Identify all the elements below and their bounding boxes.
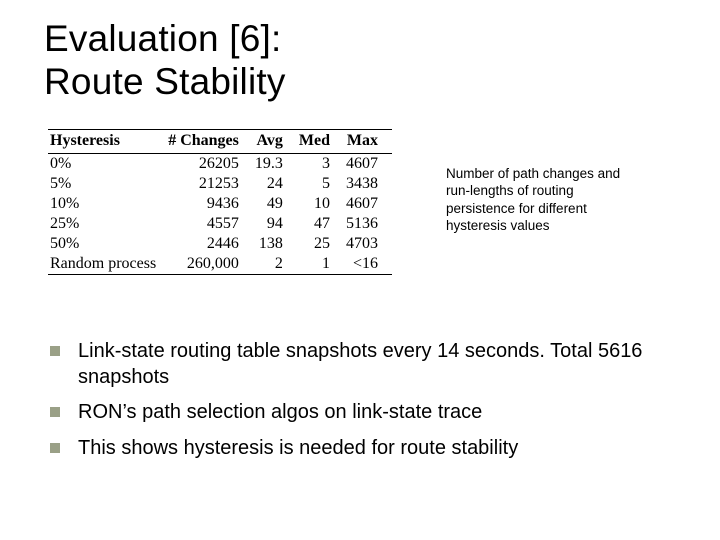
cell: 24: [253, 174, 297, 194]
table-row: 5% 21253 24 5 3438: [48, 174, 392, 194]
cell: 3438: [344, 174, 392, 194]
data-table: Hysteresis # Changes Avg Med Max 0% 2620…: [48, 129, 392, 275]
cell: 21253: [166, 174, 253, 194]
cell: 5: [297, 174, 344, 194]
cell: 5%: [48, 174, 166, 194]
title-line-2: Route Stability: [44, 61, 286, 102]
cell: 25%: [48, 214, 166, 234]
mid-row: Hysteresis # Changes Avg Med Max 0% 2620…: [44, 127, 676, 277]
slide-title: Evaluation [6]: Route Stability: [44, 18, 676, 103]
cell: 19.3: [253, 154, 297, 175]
cell: 4607: [344, 154, 392, 175]
bullet-list: Link-state routing table snapshots every…: [44, 339, 676, 461]
cell: 5136: [344, 214, 392, 234]
square-bullet-icon: [50, 443, 60, 453]
cell: 3: [297, 154, 344, 175]
bullet-item: This shows hysteresis is needed for rout…: [50, 436, 676, 462]
cell: Random process: [48, 254, 166, 275]
col-max: Max: [344, 130, 392, 154]
cell: 50%: [48, 234, 166, 254]
data-table-wrap: Hysteresis # Changes Avg Med Max 0% 2620…: [44, 127, 396, 277]
cell: 94: [253, 214, 297, 234]
cell: 260,000: [166, 254, 253, 275]
cell: 10%: [48, 194, 166, 214]
table-caption: Number of path changes and run-lengths o…: [446, 165, 626, 234]
cell: 49: [253, 194, 297, 214]
bullet-text: This shows hysteresis is needed for rout…: [78, 436, 676, 462]
cell: 10: [297, 194, 344, 214]
cell: 4703: [344, 234, 392, 254]
slide: Evaluation [6]: Route Stability Hysteres…: [0, 0, 720, 540]
col-hysteresis: Hysteresis: [48, 130, 166, 154]
cell: 25: [297, 234, 344, 254]
bullet-text: Link-state routing table snapshots every…: [78, 339, 676, 390]
col-changes: # Changes: [166, 130, 253, 154]
cell: 9436: [166, 194, 253, 214]
table-header-row: Hysteresis # Changes Avg Med Max: [48, 130, 392, 154]
cell: 47: [297, 214, 344, 234]
cell: 1: [297, 254, 344, 275]
bullet-item: RON’s path selection algos on link-state…: [50, 400, 676, 426]
cell: 26205: [166, 154, 253, 175]
table-row: 10% 9436 49 10 4607: [48, 194, 392, 214]
square-bullet-icon: [50, 407, 60, 417]
square-bullet-icon: [50, 346, 60, 356]
cell: 0%: [48, 154, 166, 175]
cell: 4607: [344, 194, 392, 214]
table-row: 25% 4557 94 47 5136: [48, 214, 392, 234]
col-med: Med: [297, 130, 344, 154]
bullet-text: RON’s path selection algos on link-state…: [78, 400, 676, 426]
cell: 2446: [166, 234, 253, 254]
bullet-item: Link-state routing table snapshots every…: [50, 339, 676, 390]
cell: 138: [253, 234, 297, 254]
col-avg: Avg: [253, 130, 297, 154]
cell: 4557: [166, 214, 253, 234]
table-row: 0% 26205 19.3 3 4607: [48, 154, 392, 175]
title-line-1: Evaluation [6]:: [44, 18, 281, 59]
table-row: Random process 260,000 2 1 <16: [48, 254, 392, 275]
cell: <16: [344, 254, 392, 275]
table-row: 50% 2446 138 25 4703: [48, 234, 392, 254]
cell: 2: [253, 254, 297, 275]
